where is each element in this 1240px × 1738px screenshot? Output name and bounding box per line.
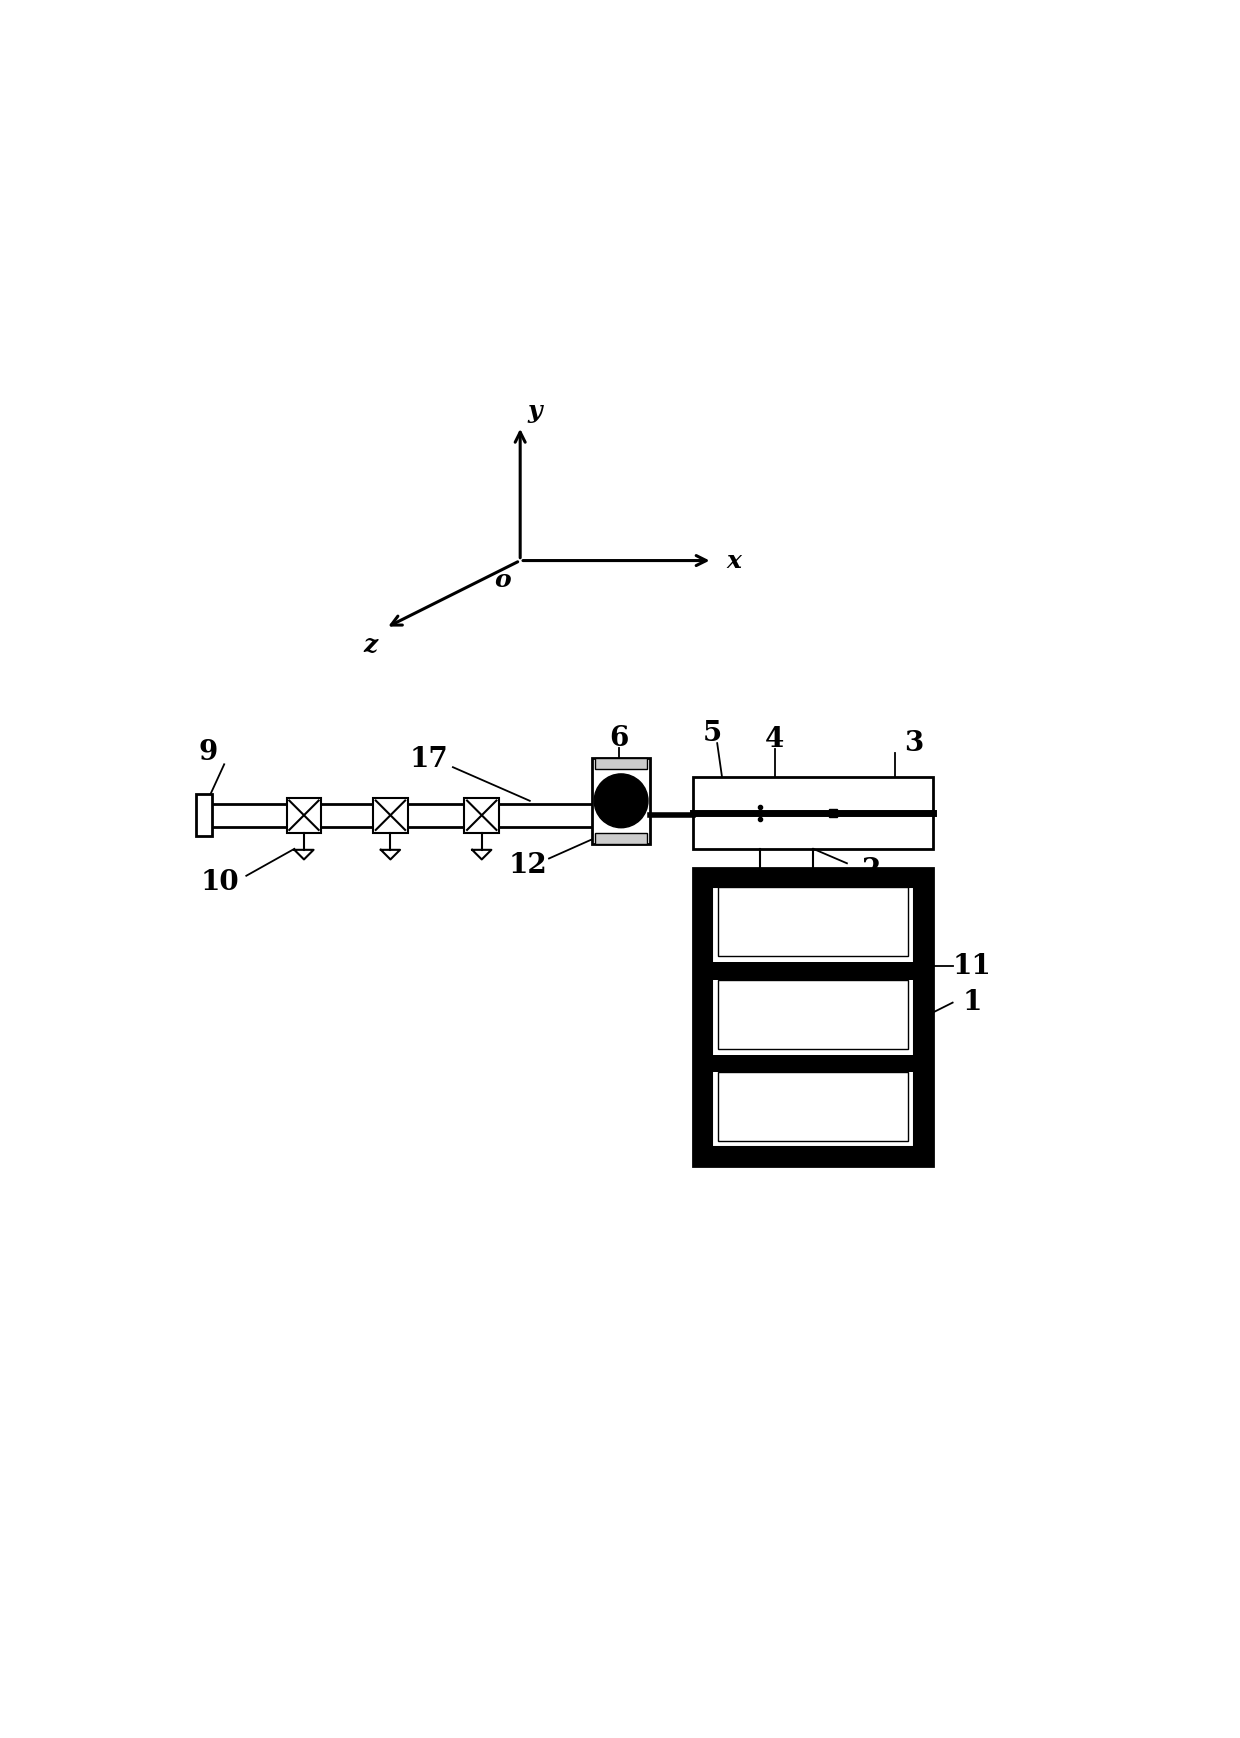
Bar	[286, 798, 321, 833]
Text: 17: 17	[409, 746, 449, 773]
Text: x: x	[727, 549, 742, 572]
Bar	[593, 758, 650, 845]
Bar	[693, 867, 934, 1166]
Bar	[713, 888, 914, 1147]
Text: 3: 3	[904, 730, 924, 756]
Text: 10: 10	[201, 869, 239, 897]
Circle shape	[594, 773, 649, 827]
Text: 2: 2	[862, 857, 880, 883]
Text: 6: 6	[610, 725, 629, 753]
Bar	[713, 888, 914, 1147]
Bar	[595, 833, 647, 845]
Text: z: z	[363, 633, 378, 657]
Bar	[718, 1072, 909, 1142]
Bar	[713, 963, 914, 980]
Bar	[718, 888, 909, 956]
Bar	[718, 980, 909, 1048]
Bar	[465, 798, 498, 833]
Text: 12: 12	[508, 852, 547, 879]
Text: 11: 11	[952, 952, 991, 980]
Text: 1: 1	[962, 989, 982, 1017]
Bar	[373, 798, 408, 833]
Bar	[208, 803, 606, 827]
Text: o: o	[494, 568, 511, 593]
Text: y: y	[528, 400, 542, 422]
Bar	[713, 1055, 914, 1072]
Text: 5: 5	[703, 720, 722, 747]
Text: 4: 4	[765, 726, 785, 753]
Bar	[693, 777, 934, 848]
Text: 9: 9	[198, 739, 217, 766]
Bar	[595, 758, 647, 770]
Bar	[696, 871, 931, 1164]
Bar	[196, 794, 212, 836]
